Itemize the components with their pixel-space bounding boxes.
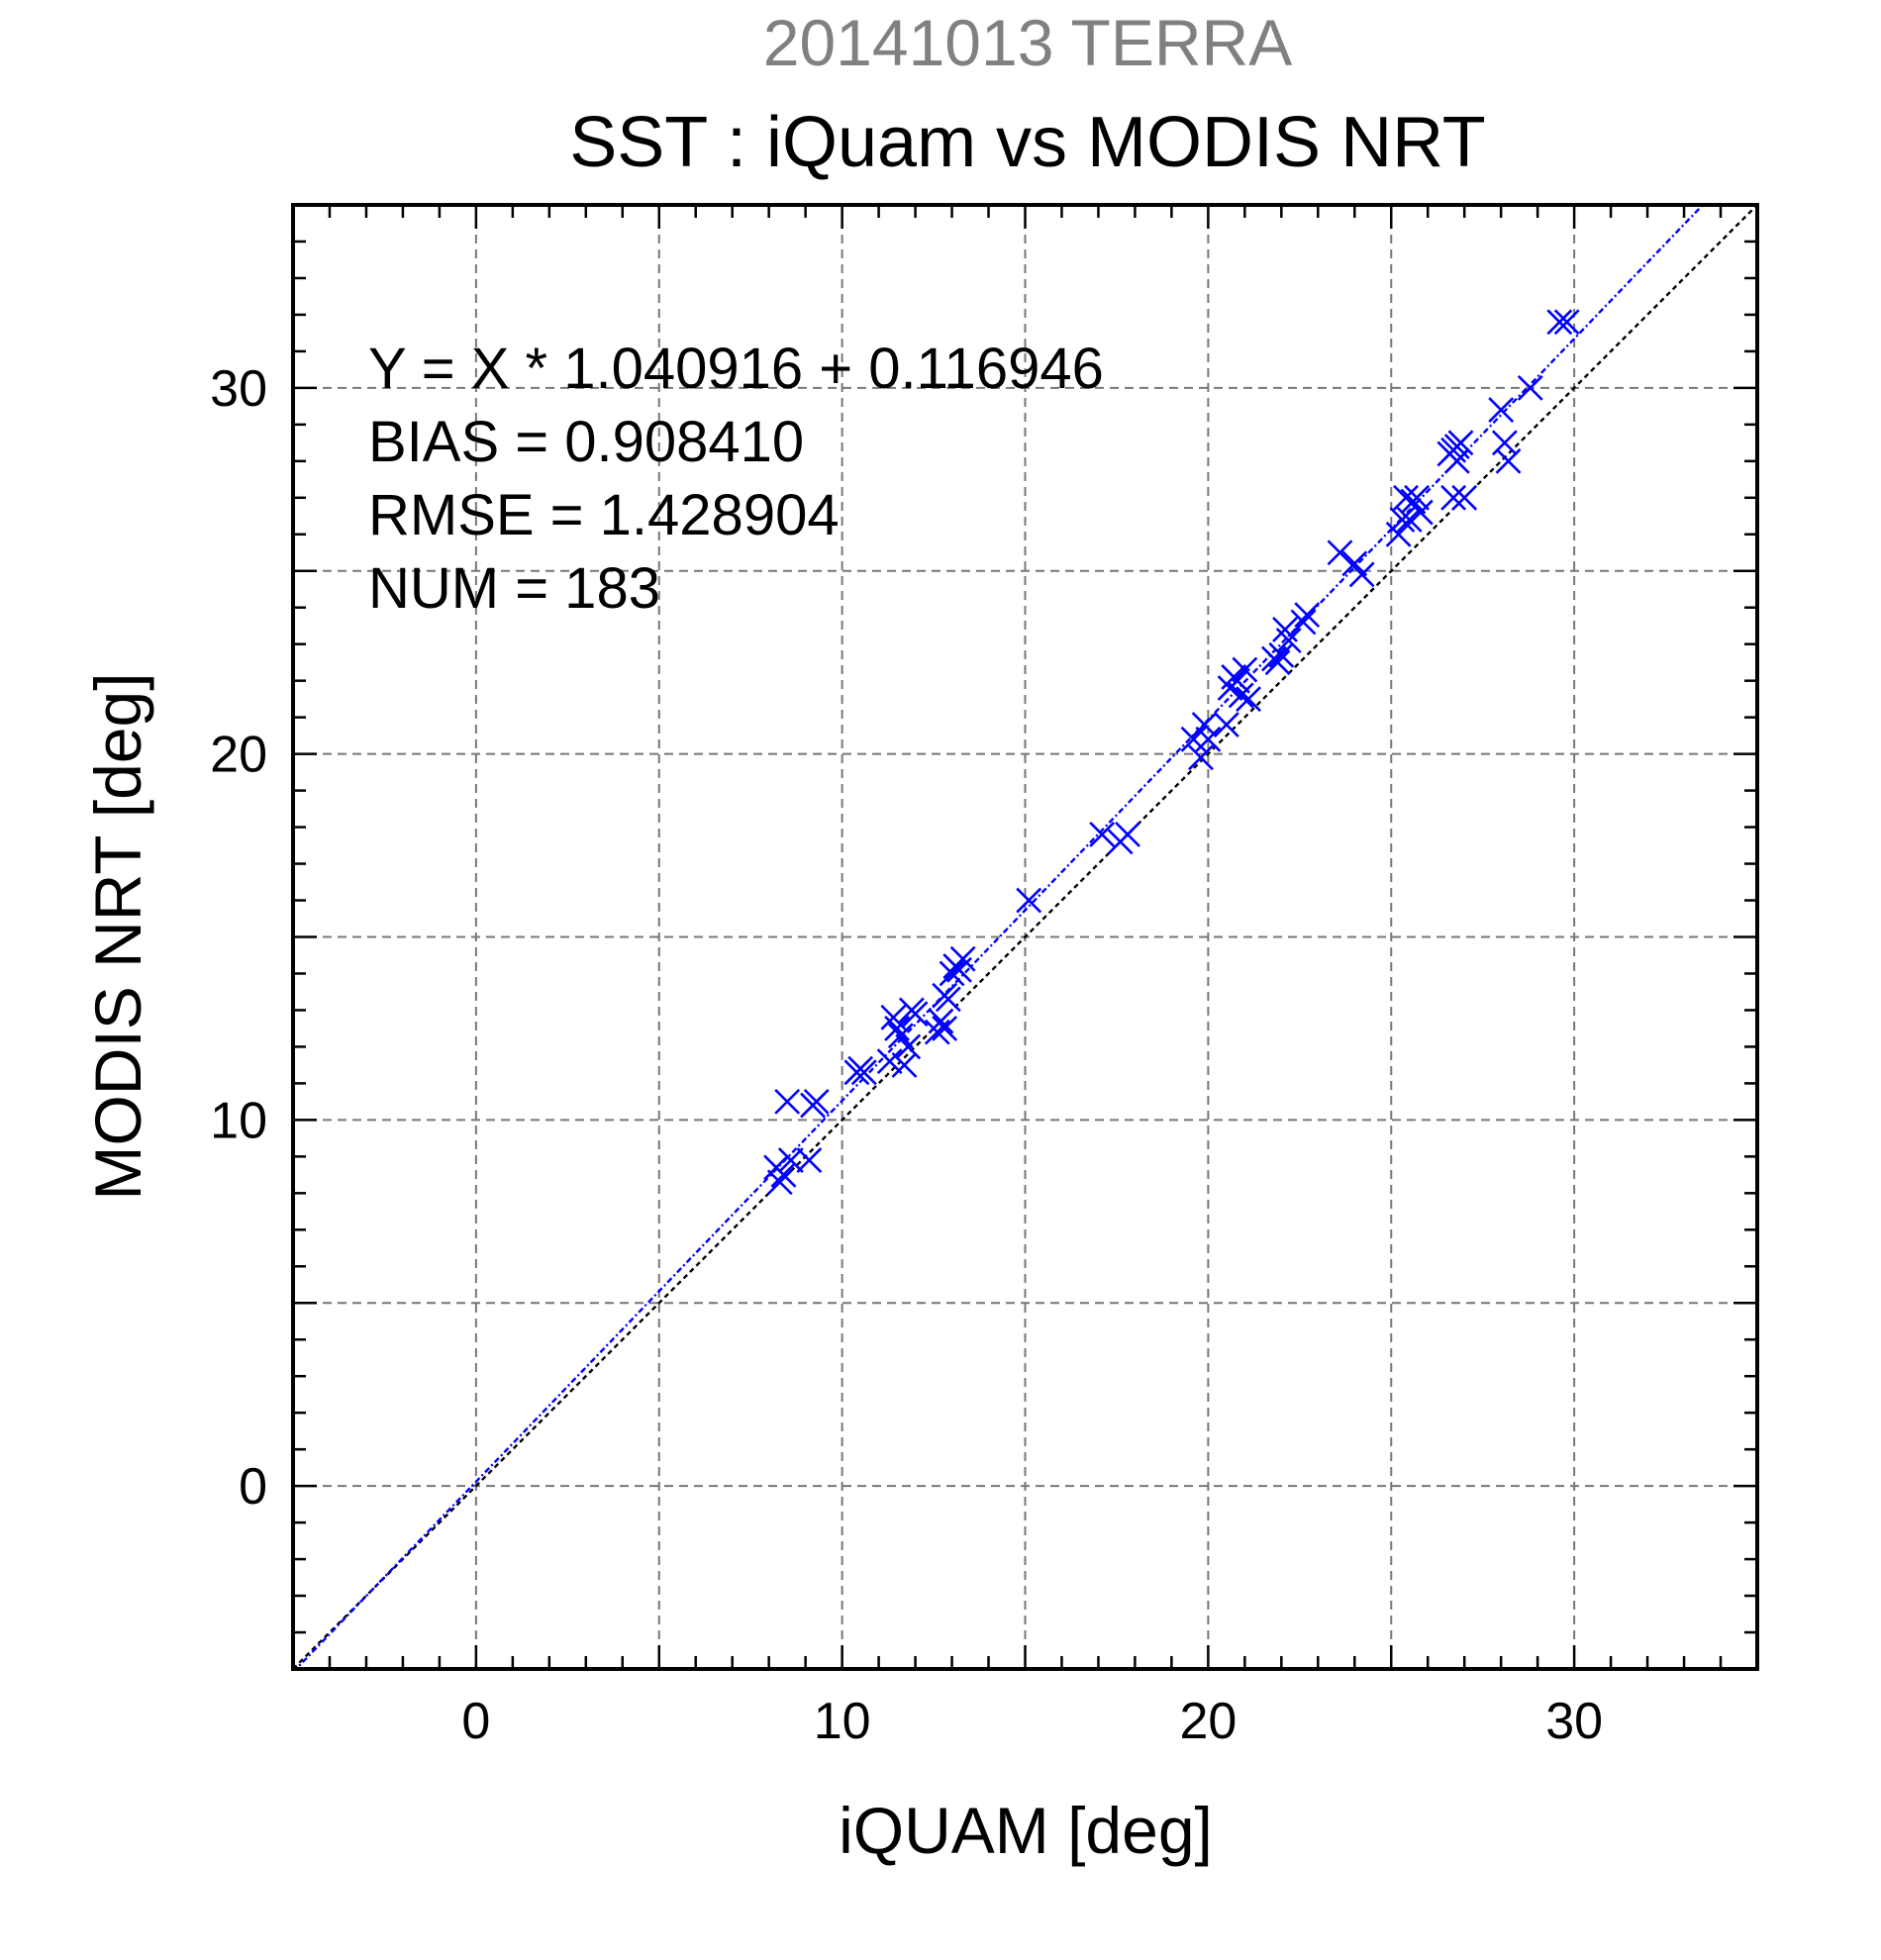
data-point [1385, 521, 1412, 547]
data-point [1264, 649, 1291, 676]
data-point [1228, 682, 1254, 709]
data-point [935, 986, 961, 1013]
data-point [1188, 744, 1214, 771]
data-point [1236, 686, 1261, 713]
data-point [1495, 447, 1522, 474]
data-point [770, 1161, 797, 1188]
x-tick-label: 30 [1545, 1693, 1603, 1750]
data-point [1180, 726, 1207, 752]
data-point [1268, 641, 1295, 668]
data-point [1389, 507, 1416, 533]
data-point [880, 1004, 907, 1030]
data-point [1488, 397, 1515, 423]
chart-title: SST : iQuam vs MODIS NRT [569, 103, 1486, 182]
data-point [1272, 616, 1298, 642]
grid-lines [293, 205, 1757, 1669]
data-point [774, 1088, 801, 1115]
data-point [1443, 447, 1470, 474]
data-point [1294, 602, 1321, 629]
data-point [1546, 309, 1573, 336]
y-tick-label: 10 [210, 1092, 267, 1149]
x-tick-label: 10 [814, 1693, 871, 1750]
axis-ticks: 0 10 20 30 0 10 20 30 [210, 203, 1759, 1750]
data-point [1348, 561, 1375, 588]
data-point [1451, 484, 1478, 511]
stat-line: RMSE = 1.428904 [368, 483, 840, 547]
data-point [924, 1019, 950, 1045]
data-point [777, 1147, 804, 1173]
y-tick-label: 0 [239, 1458, 267, 1516]
x-tick-label: 0 [461, 1693, 490, 1750]
y-tick-label: 30 [210, 360, 267, 418]
data-point [1517, 374, 1543, 401]
data-point [1213, 712, 1239, 737]
data-point [1407, 499, 1434, 526]
data-point [939, 960, 965, 987]
data-point [1232, 656, 1258, 683]
plot-frame [291, 203, 1759, 1671]
y-tick-label: 20 [210, 727, 267, 784]
statistics-annotation: Y = X * 1.040916 + 0.116946 BIAS = 0.9084… [368, 337, 1104, 621]
stat-line: Y = X * 1.040916 + 0.116946 [368, 337, 1104, 401]
fit-lines [293, 205, 1757, 1669]
stat-line: BIAS = 0.908410 [368, 410, 804, 474]
data-point [796, 1147, 823, 1173]
regression-fit-line [294, 205, 1705, 1669]
chart-suptitle: 20141013 TERRA [763, 6, 1292, 79]
data-point [1195, 726, 1222, 752]
data-point [1225, 667, 1250, 694]
x-tick-label: 20 [1179, 1693, 1237, 1750]
data-point [766, 1169, 793, 1196]
data-point [898, 997, 925, 1024]
stat-line: NUM = 183 [368, 556, 660, 621]
data-point [1491, 430, 1518, 456]
x-axis-label: iQUAM [deg] [839, 1794, 1213, 1867]
y-axis-label: MODIS NRT [deg] [81, 672, 154, 1200]
data-point [891, 1051, 918, 1078]
data-point [1290, 609, 1317, 636]
data-point [847, 1055, 874, 1082]
data-point [887, 1023, 914, 1049]
data-point [1327, 539, 1353, 566]
data-point [1553, 309, 1580, 336]
one-to-one-line [293, 205, 1757, 1669]
data-point [1404, 484, 1431, 511]
data-point [932, 1016, 958, 1041]
data-point [1115, 822, 1140, 847]
data-point [800, 1092, 826, 1119]
data-point [876, 1048, 903, 1075]
data-point [1341, 550, 1368, 577]
data-point [1440, 484, 1467, 511]
data-point [1016, 887, 1042, 914]
data-point [946, 956, 972, 983]
data-points [763, 309, 1580, 1196]
data-point [1191, 712, 1218, 737]
data-point [1396, 507, 1423, 533]
data-point [1089, 822, 1116, 847]
